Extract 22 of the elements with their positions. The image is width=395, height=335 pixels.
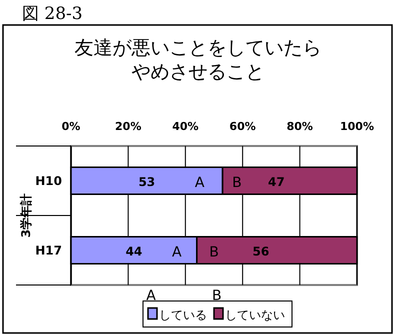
annotation: B [209,244,219,260]
x-tick-label: 0% [62,120,80,133]
caption: 図 28-3 [22,4,83,24]
legend-label: している [159,308,207,322]
y-tick-label: H17 [35,243,62,258]
annotation: A [194,174,205,191]
chart-title: 友達が悪いことをしていたらやめさせること [74,36,322,84]
x-tick-label: 100% [340,120,374,133]
text: A [146,288,156,304]
annotation: A [172,244,182,260]
x-tick-label: 80% [286,120,313,133]
annotation: B [232,174,242,191]
legend-label: していない [225,308,285,322]
x-tick-label: 20% [115,120,142,133]
x-tick-label: 40% [172,120,199,133]
y-tick-label: H10 [35,174,62,188]
x-tick-label: 60% [229,120,256,133]
text: B [212,288,222,304]
data-label: 47 [268,174,285,189]
data-label: 56 [252,244,270,258]
data-label: 44 [126,244,142,258]
data-label: 53 [138,174,156,189]
